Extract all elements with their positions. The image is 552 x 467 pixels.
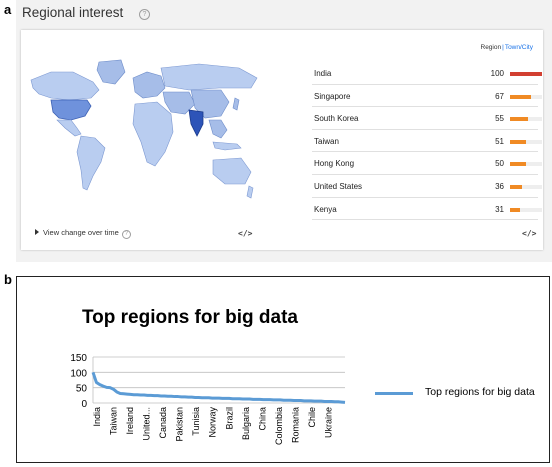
map-region-russia bbox=[160, 63, 258, 91]
interest-bar bbox=[510, 139, 527, 144]
expand-triangle-icon bbox=[35, 229, 39, 235]
interest-bar-track bbox=[510, 139, 542, 144]
line-chart: 0 50 100 150 India Taiwan Ireland United... Cana… bbox=[70, 353, 346, 445]
top-regions-chart-panel: Top regions for big data 0 50 100 150 India T… bbox=[16, 276, 550, 463]
interest-bar-track bbox=[510, 72, 542, 76]
regional-interest-panel: Regional interest ? bbox=[16, 0, 552, 262]
region-value: 51 bbox=[495, 136, 504, 146]
map-region-new-zealand bbox=[246, 185, 254, 199]
map-region-greenland bbox=[96, 59, 126, 85]
x-tick-label: Canada bbox=[158, 407, 168, 439]
region-row[interactable]: South Korea 55 bbox=[312, 107, 542, 130]
map-region-japan bbox=[232, 97, 240, 111]
x-tick-label: Norway bbox=[208, 407, 218, 438]
interest-bar-track bbox=[510, 207, 542, 212]
x-tick-label: Ukraine bbox=[323, 407, 333, 438]
map-region-canada bbox=[30, 71, 100, 101]
x-tick-label: China bbox=[257, 407, 267, 431]
x-tick-label: Chile bbox=[307, 407, 317, 428]
interest-bar bbox=[510, 72, 542, 76]
region-value: 36 bbox=[495, 181, 504, 191]
panel-title: Regional interest bbox=[22, 5, 124, 20]
region-name: Singapore bbox=[314, 91, 351, 101]
toggle-separator: | bbox=[502, 44, 504, 51]
region-name: Hong Kong bbox=[314, 159, 355, 169]
panel-label-b: b bbox=[4, 272, 12, 287]
region-name: India bbox=[314, 69, 332, 78]
interest-bar-track bbox=[510, 94, 542, 99]
interest-bar-track bbox=[510, 184, 542, 189]
map-region-indonesia bbox=[212, 141, 242, 151]
region-row[interactable]: India 100 bbox=[312, 62, 542, 85]
legend-swatch bbox=[375, 392, 413, 395]
map-region-southeast-asia bbox=[208, 119, 228, 139]
regional-interest-card: Region|Town/City India 100 Singapore 67 Sout… bbox=[21, 30, 543, 250]
region-ranking-list: India 100 Singapore 67 South Korea 55 Taiwan 51… bbox=[312, 62, 542, 221]
x-tick-label: Brazil bbox=[224, 407, 234, 430]
map-region-middle-east bbox=[162, 91, 196, 115]
region-toggle: Region|Town/City bbox=[481, 44, 534, 51]
region-row[interactable]: Hong Kong 50 bbox=[312, 152, 542, 175]
town-city-option[interactable]: Town/City bbox=[504, 44, 533, 51]
world-map[interactable] bbox=[29, 58, 259, 206]
interest-bar bbox=[510, 117, 528, 122]
map-region-india bbox=[188, 109, 204, 137]
region-name: South Korea bbox=[314, 114, 359, 124]
interest-bar-track bbox=[510, 162, 542, 167]
x-tick-label: Colombia bbox=[274, 407, 284, 445]
region-name: United States bbox=[314, 181, 363, 191]
map-region-europe bbox=[132, 71, 166, 99]
x-tick-label: Ireland bbox=[125, 407, 135, 435]
y-tick-label: 50 bbox=[76, 384, 88, 395]
x-tick-label: Pakistan bbox=[175, 407, 185, 442]
interest-bar bbox=[510, 207, 520, 212]
region-row[interactable]: Kenya 31 bbox=[312, 198, 542, 221]
map-region-united-states bbox=[50, 99, 92, 121]
region-value: 67 bbox=[495, 91, 504, 101]
region-value: 31 bbox=[495, 204, 504, 214]
region-row[interactable]: United States 36 bbox=[312, 175, 542, 198]
region-name: Taiwan bbox=[314, 136, 339, 146]
region-option[interactable]: Region bbox=[480, 44, 502, 51]
x-tick-label: Taiwan bbox=[109, 407, 119, 435]
help-icon[interactable]: ? bbox=[139, 9, 150, 20]
x-tick-label: India bbox=[92, 407, 102, 427]
y-tick-label: 0 bbox=[81, 399, 87, 410]
interest-bar bbox=[510, 184, 522, 189]
region-value: 100 bbox=[490, 69, 504, 78]
y-tick-label: 100 bbox=[70, 368, 87, 379]
panel-label-a: a bbox=[4, 2, 12, 17]
interest-bar bbox=[510, 94, 532, 99]
x-tick-label: Bulgaria bbox=[241, 407, 251, 440]
chart-title: Top regions for big data bbox=[81, 307, 299, 328]
x-tick-label: Romania bbox=[290, 407, 300, 443]
series-line bbox=[91, 371, 346, 404]
map-region-africa bbox=[132, 101, 174, 167]
x-tick-label: United... bbox=[142, 407, 152, 441]
legend-label: Top regions for big data bbox=[425, 386, 535, 398]
x-tick-label: Tunisia bbox=[191, 407, 201, 436]
interest-bar bbox=[510, 162, 526, 167]
y-tick-label: 150 bbox=[70, 353, 87, 364]
region-row[interactable]: Taiwan 51 bbox=[312, 130, 542, 153]
view-change-link[interactable]: View change over time? bbox=[35, 228, 131, 239]
embed-code-icon[interactable]: </> bbox=[522, 229, 537, 238]
map-region-central-america bbox=[56, 119, 82, 137]
map-region-south-america bbox=[76, 135, 106, 191]
embed-code-icon[interactable]: </> bbox=[238, 229, 253, 238]
view-change-label: View change over time bbox=[43, 228, 119, 237]
region-value: 55 bbox=[495, 114, 504, 124]
help-icon[interactable]: ? bbox=[121, 230, 131, 239]
interest-bar-track bbox=[510, 117, 542, 122]
region-name: Kenya bbox=[314, 204, 337, 214]
map-region-australia bbox=[212, 157, 252, 185]
map-region-china bbox=[190, 89, 230, 119]
region-row[interactable]: Singapore 67 bbox=[312, 85, 542, 108]
region-value: 50 bbox=[495, 159, 504, 169]
